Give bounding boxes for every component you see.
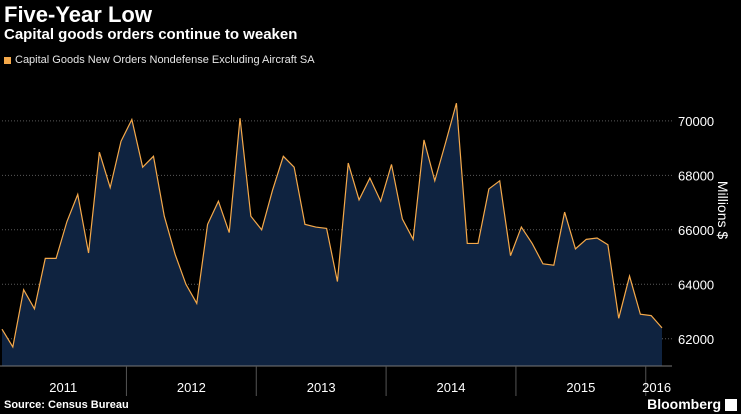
legend-label: Capital Goods New Orders Nondefense Excl… <box>15 54 315 66</box>
x-tick-label: 2013 <box>307 380 336 395</box>
legend: Capital Goods New Orders Nondefense Excl… <box>4 54 315 66</box>
x-tick-label: 2012 <box>177 380 206 395</box>
x-tick-label: 2015 <box>566 380 595 395</box>
y-axis-label: Millions $ <box>715 180 731 240</box>
series-area <box>2 103 662 367</box>
legend-swatch <box>4 56 11 64</box>
chart-subtitle: Capital goods orders continue to weaken <box>4 26 298 43</box>
series-line <box>1 102 663 349</box>
x-tick-label: 2011 <box>49 380 77 395</box>
source-note: Source: Census Bureau <box>4 399 129 411</box>
brand-logo: Bloomberg <box>647 396 721 412</box>
bloomberg-icon <box>725 399 737 411</box>
chart-title: Five-Year Low <box>4 2 152 27</box>
x-tick-label: 2014 <box>437 380 466 395</box>
y-tick-label: 62000 <box>678 332 714 347</box>
y-tick-label: 70000 <box>678 114 714 129</box>
y-tick-label: 68000 <box>678 168 714 183</box>
y-tick-label: 64000 <box>678 277 714 292</box>
y-tick-label: 66000 <box>678 223 714 238</box>
x-tick-label: 2016 <box>642 380 671 395</box>
